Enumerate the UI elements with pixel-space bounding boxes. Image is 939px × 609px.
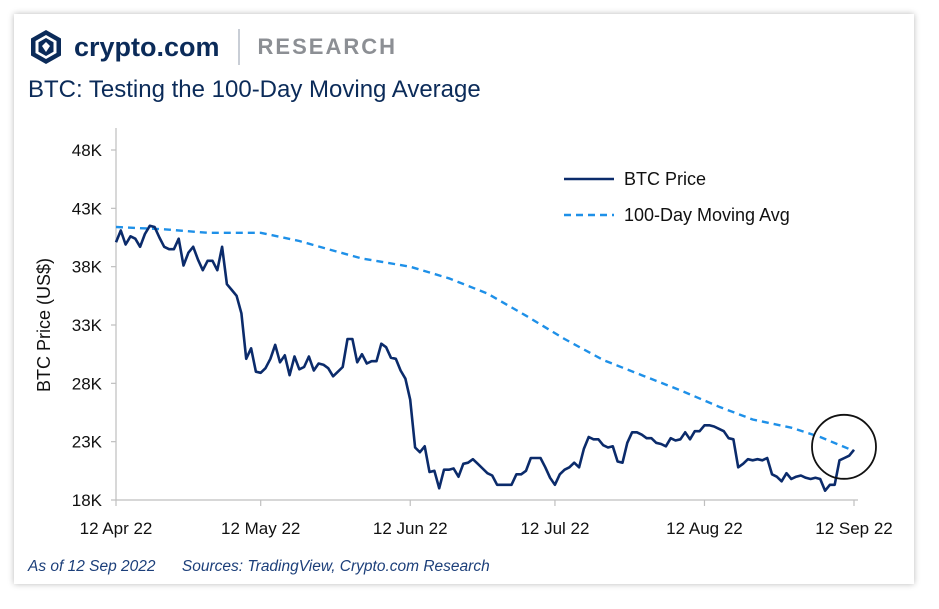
brand-header: crypto.com RESEARCH bbox=[28, 28, 397, 66]
y-tick-label: 23K bbox=[72, 433, 103, 452]
x-tick-label: 12 Jul 22 bbox=[520, 519, 589, 538]
y-tick-label: 28K bbox=[72, 374, 103, 393]
x-tick-label: 12 Sep 22 bbox=[815, 519, 893, 538]
legend-label-moving-avg: 100-Day Moving Avg bbox=[624, 205, 790, 225]
as-of-date: As of 12 Sep 2022 bbox=[28, 558, 156, 575]
footer: As of 12 Sep 2022 Sources: TradingView, … bbox=[28, 558, 512, 576]
crypto-com-logo-icon bbox=[31, 30, 61, 64]
x-tick-label: 12 Jun 22 bbox=[373, 519, 448, 538]
brand-divider bbox=[237, 29, 240, 65]
brand-name: crypto.com bbox=[74, 31, 220, 62]
y-tick-label: 18K bbox=[72, 491, 103, 510]
x-tick-label: 12 May 22 bbox=[221, 519, 300, 538]
y-tick-label: 38K bbox=[72, 258, 103, 277]
btc-price-line bbox=[114, 224, 856, 492]
y-tick-label: 43K bbox=[72, 199, 103, 218]
y-tick-label: 48K bbox=[72, 141, 103, 160]
highlight-circle bbox=[811, 413, 877, 480]
brand-section: RESEARCH bbox=[257, 34, 398, 59]
x-tick-label: 12 Apr 22 bbox=[80, 519, 153, 538]
x-tick-label: 12 Aug 22 bbox=[666, 519, 743, 538]
moving-avg-line bbox=[115, 225, 855, 453]
legend-label-btc-price: BTC Price bbox=[624, 169, 706, 189]
y-tick-label: 33K bbox=[72, 316, 103, 335]
y-axis-title: BTC Price (US$) bbox=[34, 258, 54, 392]
chart-title: BTC: Testing the 100-Day Moving Average bbox=[28, 76, 481, 103]
sources-note: Sources: TradingView, Crypto.com Researc… bbox=[181, 558, 490, 575]
chart-card bbox=[14, 14, 914, 584]
